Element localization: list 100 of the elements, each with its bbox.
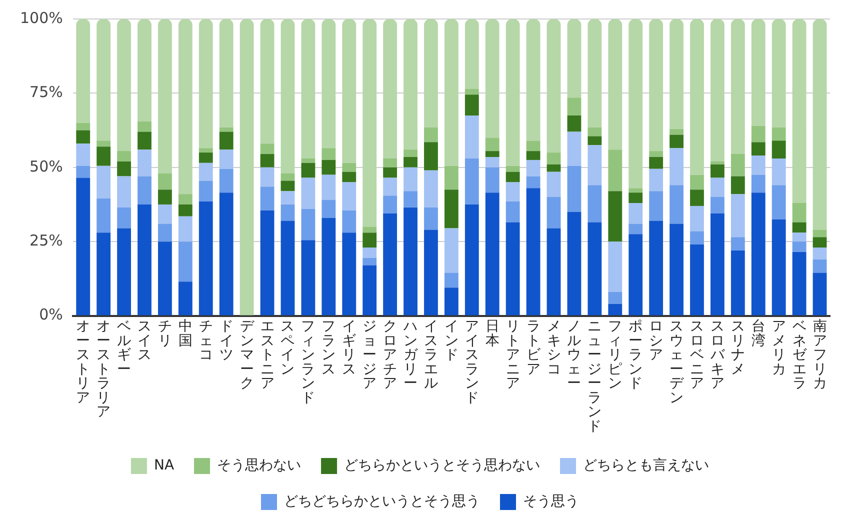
- bar: [485, 151, 500, 157]
- bar: [76, 166, 90, 178]
- bar: [670, 19, 684, 129]
- bar: [670, 134, 684, 148]
- bar: [117, 161, 131, 176]
- x-tick-label: デンマーク: [240, 318, 255, 392]
- bar: [158, 242, 172, 316]
- bar: [424, 19, 438, 128]
- legend-label: どちどちらかというとそう思う: [284, 494, 480, 510]
- x-tick-label: ニュージーランド: [588, 318, 602, 434]
- bar: [322, 200, 336, 218]
- bar: [342, 182, 356, 210]
- bar: [444, 19, 458, 166]
- bar: [710, 161, 724, 164]
- x-tick-label: スイス: [138, 318, 152, 364]
- bar: [526, 140, 540, 152]
- bar: [178, 204, 192, 216]
- bar: [690, 190, 704, 206]
- bar: [710, 197, 724, 214]
- bar: [792, 19, 806, 203]
- bar: [751, 174, 766, 193]
- bar: [546, 172, 561, 198]
- bar: [260, 210, 274, 316]
- bar: [96, 232, 111, 316]
- x-tick-label: オーストラリア: [96, 318, 111, 420]
- bar: [485, 19, 500, 138]
- bar: [383, 19, 398, 158]
- bar: [198, 19, 213, 148]
- bar: [322, 218, 336, 316]
- bar: [812, 237, 827, 248]
- bar: [138, 150, 152, 176]
- bar: [588, 127, 602, 136]
- bar: [772, 19, 786, 128]
- bar: [362, 226, 377, 233]
- bar: [526, 151, 540, 160]
- bar: [96, 19, 111, 141]
- bar: [546, 197, 561, 228]
- bar: [526, 176, 540, 188]
- bar: [76, 144, 90, 166]
- bar: [608, 242, 622, 292]
- bar: [649, 220, 664, 316]
- x-tick-label: インド: [444, 318, 458, 364]
- bar: [567, 132, 582, 166]
- bar: [424, 142, 438, 170]
- y-tick-label: 100%: [20, 8, 63, 27]
- bar: [690, 244, 704, 316]
- bar: [792, 202, 806, 222]
- bar: [690, 231, 704, 245]
- bar: [301, 208, 316, 240]
- bar: [464, 204, 479, 316]
- bar: [628, 202, 643, 224]
- bar: [649, 151, 664, 157]
- bar: [628, 19, 643, 188]
- bar: [485, 156, 500, 168]
- bar: [588, 185, 602, 222]
- bar: [485, 192, 500, 316]
- x-tick-label: フランス: [322, 318, 336, 378]
- bar: [608, 19, 622, 150]
- x-tick-label: チリ: [158, 318, 172, 349]
- bar: [485, 167, 500, 193]
- bar: [772, 185, 786, 220]
- bar: [424, 207, 438, 230]
- bar: [567, 212, 582, 316]
- bar: [383, 196, 398, 214]
- y-tick-label: 50%: [30, 157, 63, 176]
- bar: [198, 180, 213, 202]
- bar: [546, 19, 561, 153]
- bar: [444, 166, 458, 190]
- bar: [526, 188, 540, 316]
- bar: [670, 185, 684, 224]
- bar: [690, 174, 704, 190]
- bar: [280, 204, 295, 221]
- bar: [240, 19, 254, 316]
- bar: [464, 19, 479, 89]
- x-tick-label: ロシア: [649, 318, 664, 364]
- x-tick-label: スリナメ: [730, 318, 745, 378]
- bar: [342, 232, 356, 316]
- bar: [506, 172, 520, 182]
- x-tick-label: イスラエル: [424, 318, 438, 392]
- bar: [138, 176, 152, 204]
- bar: [444, 272, 458, 288]
- bar: [138, 19, 152, 122]
- bar: [444, 190, 458, 228]
- x-tick-label: スロベニア: [690, 318, 704, 392]
- bar: [280, 191, 295, 204]
- bar: [608, 304, 622, 316]
- bar: [649, 168, 664, 192]
- bar: [485, 138, 500, 152]
- x-tick-label: ベネゼエラ: [792, 318, 808, 392]
- bar: [362, 258, 377, 266]
- bar: [198, 202, 213, 316]
- x-tick-label: アイスランド: [464, 318, 479, 406]
- x-tick-label: 南アフリカ: [812, 318, 827, 392]
- bar: [342, 19, 356, 163]
- bar: [649, 156, 664, 169]
- bar: [322, 148, 336, 160]
- bar: [383, 167, 398, 178]
- x-tick-label: エストニア: [260, 318, 274, 392]
- x-tick-label: フィンランド: [301, 318, 316, 406]
- x-tick-label: 中国: [178, 318, 192, 349]
